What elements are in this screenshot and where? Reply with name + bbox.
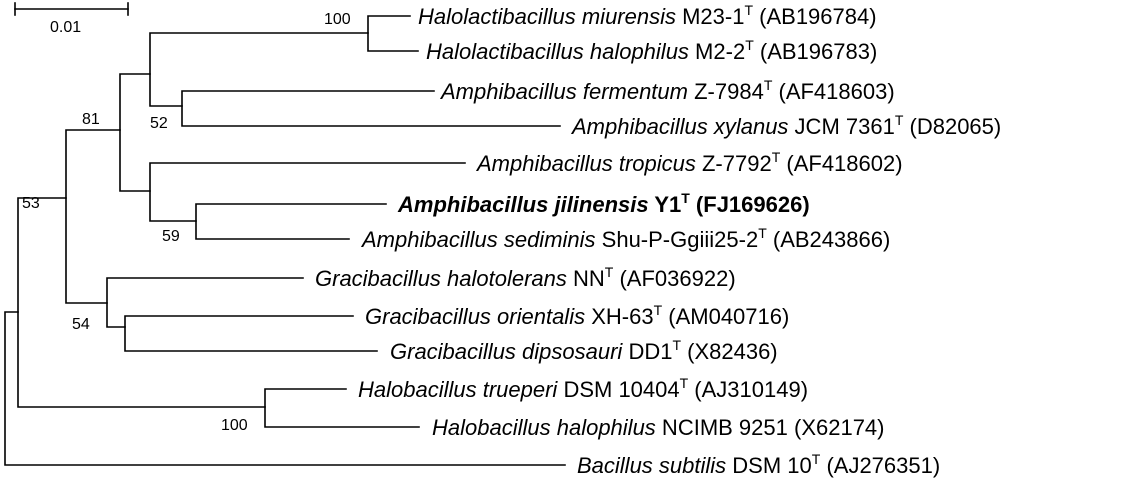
taxon-label-t2: Halolactibacillus halophilus M2-2T (AB19… (426, 37, 877, 64)
tree-branches (4, 15, 566, 466)
type-strain-superscript: T (764, 77, 773, 93)
taxon-label-t1: Halolactibacillus miurensis M23-1T (AB19… (418, 2, 877, 29)
taxon-species-name: Amphibacillus tropicus (475, 151, 696, 176)
taxon-label-t6: Amphibacillus jilinensis Y1T (FJ169626) (397, 190, 810, 217)
taxon-species-name: Halobacillus trueperi (358, 377, 558, 402)
taxon-species-name: Bacillus subtilis (577, 453, 726, 478)
branch-node-81-54 (65, 129, 121, 304)
taxon-label-t5: Amphibacillus tropicus Z-7792T (AF418602… (475, 149, 903, 176)
taxon-label-t11: Halobacillus trueperi DSM 10404T (AJ3101… (358, 375, 808, 402)
taxon-strain: DSM 10404 (557, 377, 679, 402)
taxon-accession: (X62174) (788, 415, 885, 440)
branch-fermentum-xylanus (181, 90, 561, 127)
branch-halolactibacillus (367, 15, 419, 52)
taxon-species-name: Gracibacillus dipsosauri (390, 339, 623, 364)
branch-halobacillus (264, 388, 420, 428)
taxon-strain: DSM 10 (726, 453, 812, 478)
taxon-strain: Y1 (649, 192, 682, 217)
branch-node-upper (149, 32, 369, 107)
taxon-accession: (AM040716) (662, 304, 789, 329)
taxon-accession: (AF418603) (772, 79, 894, 104)
taxon-accession: (AB196783) (754, 39, 878, 64)
taxon-strain: NN (567, 266, 605, 291)
taxon-accession: (AF418602) (780, 151, 902, 176)
taxon-species-name: Halolactibacillus halophilus (426, 39, 689, 64)
branch-amphibacillus-group (119, 73, 151, 192)
type-strain-superscript: T (672, 337, 681, 353)
type-strain-superscript: T (745, 37, 754, 53)
taxon-label-t9: Gracibacillus orientalis XH-63T (AM04071… (365, 302, 789, 329)
taxon-species-name: Gracibacillus halotolerans (315, 266, 567, 291)
taxon-label-t8: Gracibacillus halotolerans NNT (AF036922… (315, 264, 736, 291)
taxon-accession: (FJ169626) (690, 192, 810, 217)
taxon-strain: Z-7984 (688, 79, 764, 104)
taxon-accession: (AJ310149) (688, 377, 808, 402)
taxon-species-name: Gracibacillus orientalis (365, 304, 585, 329)
taxon-label-t3: Amphibacillus fermentum Z-7984T (AF41860… (439, 77, 895, 104)
taxon-species-name: Amphibacillus xylanus (570, 114, 788, 139)
type-strain-superscript: T (605, 264, 614, 280)
branch-root (4, 311, 566, 466)
branch-jilinensis-sediminis (195, 203, 387, 240)
taxon-species-name: Halobacillus halophilus (432, 415, 656, 440)
scale-bar-label: 0.01 (50, 19, 81, 36)
type-strain-superscript: T (895, 112, 904, 128)
taxon-accession: (X82436) (681, 339, 778, 364)
type-strain-superscript: T (758, 225, 767, 241)
type-strain-superscript: T (744, 2, 753, 18)
scale-bar: 0.01 (14, 2, 129, 36)
taxon-strain: NCIMB 9251 (656, 415, 788, 440)
bootstrap-gracibacillus: 54 (72, 316, 90, 333)
bootstrap-halobacillus: 100 (221, 417, 248, 434)
leaf-labels: Halolactibacillus miurensis M23-1T (AB19… (315, 2, 1001, 478)
taxon-strain: DD1 (622, 339, 672, 364)
type-strain-superscript: T (772, 149, 781, 165)
branch-ingroup (17, 197, 266, 408)
taxon-label-t4: Amphibacillus xylanus JCM 7361T (D82065) (570, 112, 1001, 139)
bootstrap-amphibacillus-group: 81 (82, 111, 100, 128)
taxon-label-t12: Halobacillus halophilus NCIMB 9251 (X621… (432, 415, 885, 440)
taxon-accession: (AB196784) (753, 4, 877, 29)
taxon-label-t10: Gracibacillus dipsosauri DD1T (X82436) (390, 337, 778, 364)
taxon-species-name: Amphibacillus jilinensis (397, 192, 649, 217)
taxon-strain: M2-2 (689, 39, 745, 64)
bootstrap-fermentum-xylanus: 52 (150, 115, 168, 132)
branch-node-lower-amphi (149, 162, 466, 222)
taxon-strain: M23-1 (676, 4, 744, 29)
taxon-accession: (D82065) (903, 114, 1001, 139)
bootstrap-halolactibacillus: 100 (324, 11, 351, 28)
taxon-species-name: Halolactibacillus miurensis (418, 4, 676, 29)
taxon-strain: XH-63 (585, 304, 653, 329)
taxon-strain: Z-7792 (696, 151, 772, 176)
taxon-species-name: Amphibacillus fermentum (439, 79, 688, 104)
taxon-accession: (AF036922) (613, 266, 735, 291)
branch-orientalis-dipsosauri (124, 315, 378, 352)
branch-gracibacillus (106, 277, 304, 328)
type-strain-superscript: T (654, 302, 663, 318)
bootstrap-ingroup: 53 (22, 195, 40, 212)
bootstrap-jilinensis-sediminis: 59 (162, 228, 180, 245)
taxon-species-name: Amphibacillus sediminis (360, 227, 596, 252)
type-strain-superscript: T (681, 190, 690, 206)
type-strain-superscript: T (680, 375, 689, 391)
taxon-label-t13: Bacillus subtilis DSM 10T (AJ276351) (577, 451, 940, 478)
bootstrap-values: 100 52 81 59 54 53 100 (22, 11, 351, 434)
taxon-strain: JCM 7361 (788, 114, 894, 139)
taxon-label-t7: Amphibacillus sediminis Shu-P-Ggiii25-2T… (360, 225, 890, 252)
type-strain-superscript: T (812, 451, 821, 467)
taxon-strain: Shu-P-Ggiii25-2 (596, 227, 759, 252)
taxon-accession: (AB243866) (767, 227, 891, 252)
taxon-accession: (AJ276351) (820, 453, 940, 478)
